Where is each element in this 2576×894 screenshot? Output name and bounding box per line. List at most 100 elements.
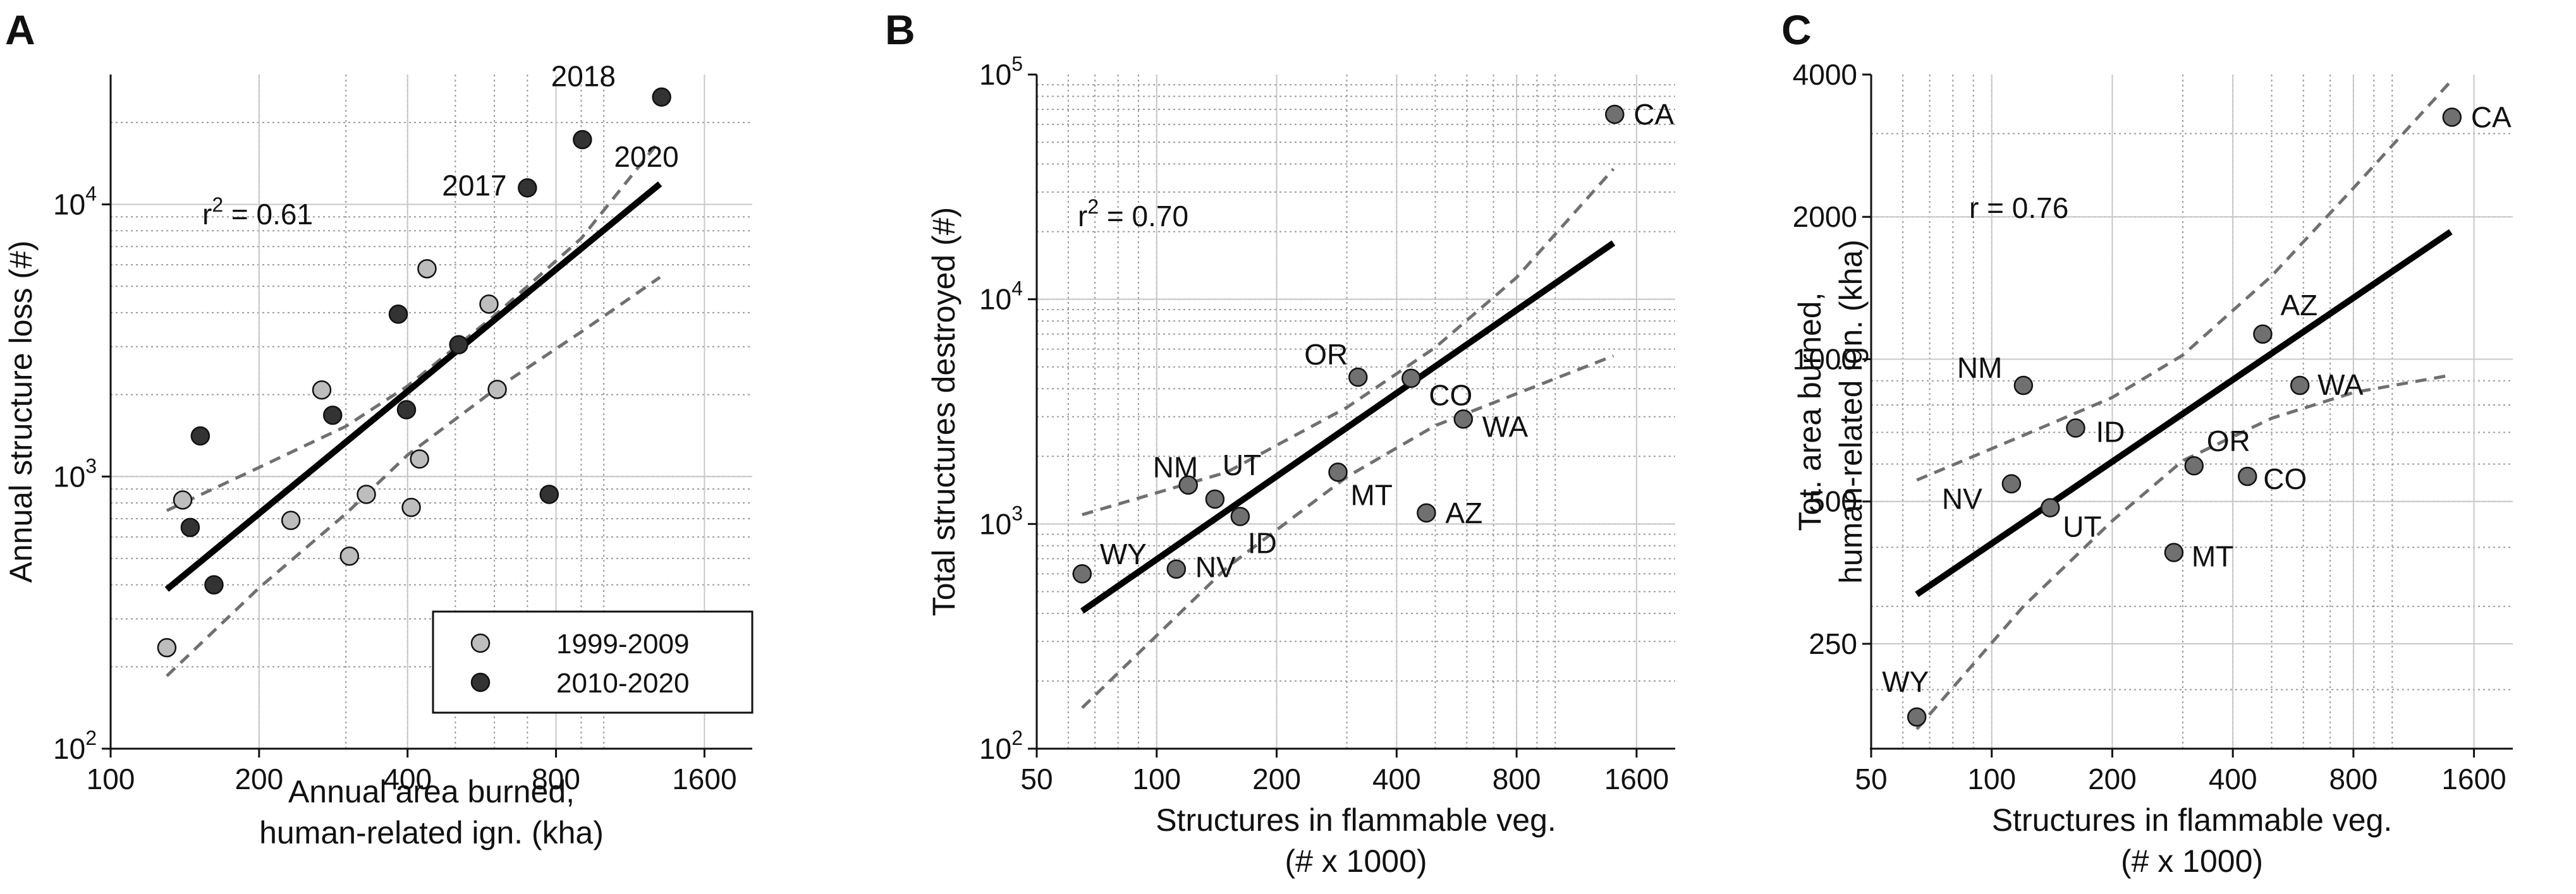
- y-tick-label: 104: [53, 183, 97, 221]
- data-point: [1178, 475, 1198, 495]
- x-tick-label: 1600: [2441, 763, 2506, 795]
- legend: 1999-2009 2010-2020: [432, 610, 754, 714]
- point-label: CA: [1633, 98, 1674, 131]
- data-point: [1205, 489, 1225, 509]
- data-point: [1348, 367, 1368, 387]
- stat-annotation: r = 0.76: [1969, 191, 2068, 224]
- point-label: OR: [2207, 425, 2250, 457]
- panel-c: 50 100 200 400 800 1600 250 500 1000 2000 4000 Stru…: [1781, 6, 2513, 879]
- point-label: 2018: [551, 60, 616, 93]
- x-tick-label: 400: [383, 763, 432, 795]
- panel-letter-b: B: [885, 6, 915, 53]
- data-point: [173, 490, 193, 510]
- point-label: AZ: [2280, 289, 2317, 322]
- data-point: [1453, 409, 1474, 429]
- x-tick-label: 400: [2209, 763, 2257, 795]
- point-label: CO: [2263, 462, 2307, 495]
- x-tick-label: 800: [1492, 763, 1541, 795]
- data-point: [204, 575, 224, 595]
- data-point: [190, 426, 211, 446]
- point-label: CA: [2471, 100, 2512, 133]
- ci-lower-a: [166, 275, 661, 677]
- x-tick-label: 400: [1372, 763, 1421, 795]
- y-axis-label: Tot. area burned,: [1792, 292, 1828, 531]
- data-point: [396, 400, 417, 420]
- data-point: [1417, 503, 1436, 523]
- data-point: [2001, 474, 2022, 493]
- data-point: [2290, 375, 2310, 396]
- y-axis-label: human-related ign. (kha): [1833, 239, 1869, 584]
- data-point: [487, 380, 507, 399]
- point-label: NV: [1195, 551, 1236, 584]
- x-tick-label: 1600: [1604, 763, 1669, 795]
- y-axis-label: Total structures destroyed (#): [926, 207, 961, 617]
- x-axis-label: Structures in flammable veg.: [1156, 802, 1556, 838]
- data-point: [652, 87, 671, 107]
- legend-marker: [470, 672, 491, 692]
- data-point: [323, 405, 343, 425]
- point-label: WA: [2317, 368, 2364, 401]
- y-tick-label: 102: [53, 727, 97, 765]
- x-tick-label: 50: [1020, 763, 1053, 795]
- x-tick-label: 50: [1855, 763, 1887, 795]
- legend-label: 2010-2020: [556, 668, 689, 699]
- fit-line-c: [1915, 229, 2453, 597]
- panel-letter-c: C: [1781, 6, 1812, 53]
- y-tick-label: 103: [979, 502, 1023, 540]
- stat-annotation: r2 = 0.61: [202, 193, 313, 231]
- point-label: WA: [1482, 410, 1529, 443]
- data-point: [2237, 466, 2257, 486]
- x-tick-label: 100: [87, 763, 135, 795]
- y-tick-label: 1000: [1793, 342, 1857, 375]
- data-point: [539, 485, 559, 504]
- x-axis-label: Structures in flammable veg.: [1992, 802, 2393, 838]
- point-label: OR: [1304, 338, 1348, 371]
- data-point: [180, 517, 200, 538]
- ci-lower-c: [1915, 373, 2451, 730]
- y-tick-label: 4000: [1793, 58, 1857, 91]
- x-tick-label: 800: [532, 763, 580, 795]
- data-point: [1907, 707, 1927, 727]
- data-point: [2013, 375, 2034, 396]
- legend-box: [432, 610, 754, 714]
- data-point: [339, 546, 360, 566]
- data-point: [1166, 559, 1187, 579]
- data-point: [449, 335, 468, 354]
- x-tick-label: 200: [235, 763, 283, 795]
- y-tick-label: 500: [1809, 485, 1857, 518]
- data-point: [1605, 104, 1625, 124]
- x-axis-label: (# x 1000): [2121, 843, 2263, 879]
- x-axis-label: Annual area burned,: [288, 774, 575, 809]
- data-point: [573, 130, 592, 150]
- panel-letter-a: A: [5, 6, 35, 53]
- ci-upper-a: [166, 139, 661, 512]
- ci-lower-b: [1081, 354, 1615, 710]
- data-point: [479, 294, 499, 314]
- grid-b: [1037, 75, 1675, 749]
- panel-b: 50 100 200 400 800 1600 102 103 104 105 Structures…: [885, 6, 1675, 879]
- y-tick-label: 2000: [1793, 200, 1857, 233]
- data-point: [357, 485, 376, 504]
- data-point: [2184, 456, 2204, 476]
- fit-line-b: [1080, 240, 1616, 614]
- data-point: [410, 449, 429, 469]
- data-point: [2164, 543, 2184, 562]
- point-label: UT: [2063, 510, 2101, 543]
- y-axis-label: Annual structure loss (#): [3, 241, 39, 583]
- data-point: [2041, 498, 2060, 517]
- point-label: 2017: [442, 169, 506, 202]
- y-tick-label: 105: [979, 52, 1023, 91]
- x-tick-label: 200: [2088, 763, 2137, 795]
- x-tick-label: 800: [2329, 763, 2378, 795]
- point-label: WY: [1100, 538, 1147, 571]
- data-point: [1401, 368, 1421, 388]
- point-label: WY: [1882, 665, 1929, 698]
- legend-marker: [470, 633, 491, 653]
- data-point: [2442, 107, 2462, 127]
- data-point: [2066, 418, 2085, 438]
- data-point: [388, 305, 408, 324]
- panel-a: 100 200 400 800 1600 102 103 104 Annual area bur…: [3, 6, 754, 850]
- y-tick-label: 102: [979, 727, 1023, 765]
- point-label: NV: [1942, 483, 1982, 516]
